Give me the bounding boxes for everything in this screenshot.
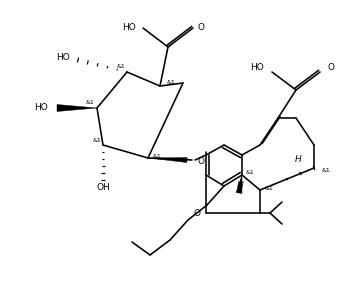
- Text: &1: &1: [322, 168, 331, 173]
- Text: O: O: [197, 157, 204, 166]
- Text: O: O: [198, 23, 205, 32]
- Text: &1: &1: [265, 186, 274, 191]
- Text: &1: &1: [167, 81, 176, 86]
- Text: &1: &1: [85, 101, 94, 106]
- Polygon shape: [57, 104, 97, 111]
- Text: HO: HO: [250, 64, 264, 72]
- Text: &1: &1: [246, 169, 255, 175]
- Text: H: H: [295, 155, 301, 164]
- Text: O: O: [194, 209, 201, 218]
- Text: HO: HO: [34, 104, 48, 113]
- Polygon shape: [148, 157, 187, 162]
- Text: &1: &1: [92, 137, 101, 142]
- Text: O: O: [328, 64, 335, 72]
- Text: OH: OH: [96, 184, 110, 193]
- Text: HO: HO: [56, 52, 70, 61]
- Text: &1: &1: [153, 153, 162, 159]
- Text: HO: HO: [122, 23, 136, 32]
- Text: &1: &1: [116, 64, 125, 68]
- Polygon shape: [236, 175, 242, 193]
- Text: H: H: [237, 180, 243, 189]
